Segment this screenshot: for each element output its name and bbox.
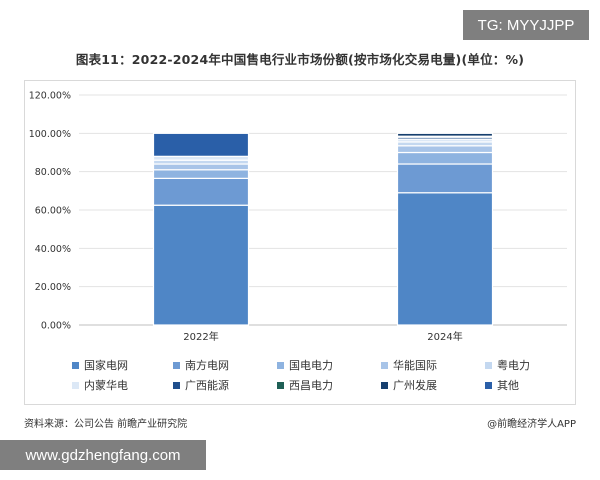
legend-swatch [72, 362, 79, 369]
bar-segment [152, 132, 250, 157]
chart-footer: 资料来源：公司公告 前瞻产业研究院 @前瞻经济学人APP [24, 417, 576, 433]
legend-label: 广西能源 [185, 378, 229, 392]
legend-label: 国电电力 [289, 359, 333, 372]
legend-swatch [381, 362, 388, 369]
legend-label: 广州发展 [393, 378, 437, 392]
site-watermark: www.gdzhengfang.com [0, 440, 206, 470]
bar-segment [152, 177, 250, 206]
y-tick-label: 0.00% [41, 321, 71, 332]
brand-note: @前瞻经济学人APP [487, 419, 576, 430]
legend-label: 南方电网 [185, 358, 229, 372]
y-tick-label: 120.00% [29, 91, 71, 102]
watermark-tag: TG: MYYJJPP [463, 10, 589, 40]
legend-swatch [72, 382, 79, 389]
bar-segment [396, 163, 494, 194]
legend-label: 国家电网 [84, 358, 128, 372]
legend-label: 粤电力 [497, 358, 530, 372]
bar-segment [396, 132, 494, 137]
x-tick-label: 2022年 [183, 330, 218, 343]
y-tick-label: 100.00% [29, 129, 71, 140]
legend-label: 华能国际 [393, 358, 437, 372]
bar-segment [396, 192, 494, 326]
y-tick-label: 20.00% [35, 282, 71, 293]
legend-label: 其他 [497, 379, 519, 392]
bar-segment [396, 151, 494, 165]
bar-segment [396, 145, 494, 154]
chart-frame [24, 80, 576, 405]
y-tick-label: 40.00% [35, 244, 71, 255]
legend-swatch [485, 362, 492, 369]
x-tick-label: 2024年 [427, 330, 462, 343]
bar-segment [152, 204, 250, 326]
bar-segment [152, 169, 250, 179]
y-tick-label: 80.00% [35, 167, 71, 178]
legend-swatch [277, 382, 284, 389]
bar-segment [152, 163, 250, 171]
legend-swatch [277, 362, 284, 369]
chart-title: 图表11：2022-2024年中国售电行业市场份额(按市场化交易电量)(单位：%… [75, 52, 525, 67]
source-note: 资料来源：公司公告 前瞻产业研究院 [24, 419, 188, 430]
legend-swatch [381, 382, 388, 389]
legend-swatch [173, 382, 180, 389]
legend-swatch [173, 362, 180, 369]
legend-swatch [485, 382, 492, 389]
y-tick-label: 60.00% [35, 206, 71, 217]
legend-label: 西昌电力 [289, 379, 333, 392]
legend-label: 内蒙华电 [84, 378, 128, 392]
